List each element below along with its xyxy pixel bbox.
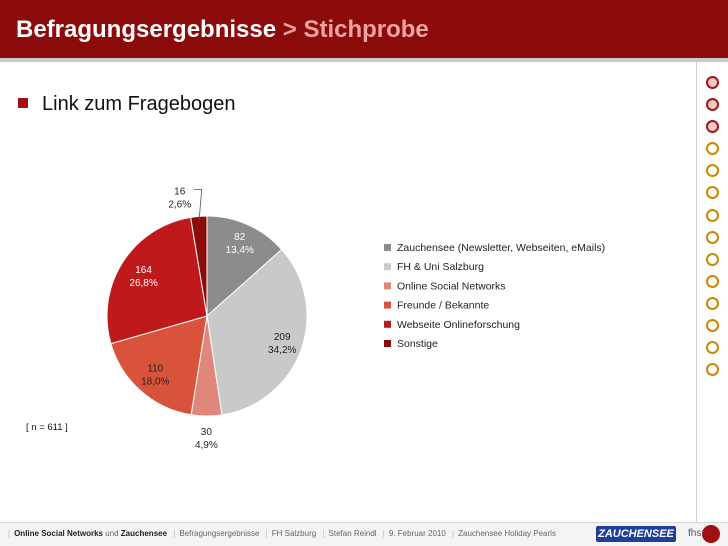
footer-text: | Online Social Networks und Zauchensee |… [4,529,556,538]
footer: | Online Social Networks und Zauchensee |… [0,522,728,546]
slice-value-label: 110 [147,363,163,374]
legend-label: Online Social Networks [397,280,506,292]
footer-item: Zauchensee Holiday Pearls [458,529,556,538]
legend-swatch [384,263,391,270]
sample-size-note: [ n = 611 ] [26,422,68,433]
legend-label: Webseite Onlineforschung [397,319,520,331]
slice-value-label: 209 [274,332,291,343]
legend-label: Freunde / Bekannte [397,300,489,312]
pie-chart: 82 13,4% 209 34,2% 30 4,9% 110 18,0% 164 26,8% 16 2… [0,0,728,520]
footer-item: Befragungsergebnisse [179,529,259,538]
fhs-logo-icon [702,525,720,543]
zauchensee-logo: ZAUCHENSEE [596,526,676,542]
legend-swatch [384,244,391,251]
leader-line [194,189,202,220]
legend-label: FH & Uni Salzburg [397,261,484,273]
footer-item: Stefan Reindl [329,529,377,538]
slice-percent-label: 4,9% [195,440,218,451]
footer-item: FH Salzburg [272,529,316,538]
slice-value-label: 30 [201,427,213,438]
legend-swatch [384,321,391,328]
slice-percent-label: 18,0% [141,376,169,387]
legend-label: Sonstige [397,338,438,350]
slice-value-label: 164 [135,265,152,276]
legend-swatch [384,282,391,289]
slice-percent-label: 34,2% [268,345,296,356]
slice-percent-label: 2,6% [168,199,191,210]
legend-label: Zauchensee (Newsletter, Webseiten, eMail… [397,242,605,254]
legend-swatch [384,340,391,347]
slice-value-label: 82 [234,232,246,243]
legend-swatch [384,302,391,309]
slice-percent-label: 13,4% [226,245,254,256]
footer-item: 9. Februar 2010 [389,529,446,538]
slice-percent-label: 26,8% [129,278,157,289]
slice-value-label: 16 [174,186,186,197]
fhs-logo-text: fhs [688,528,701,539]
